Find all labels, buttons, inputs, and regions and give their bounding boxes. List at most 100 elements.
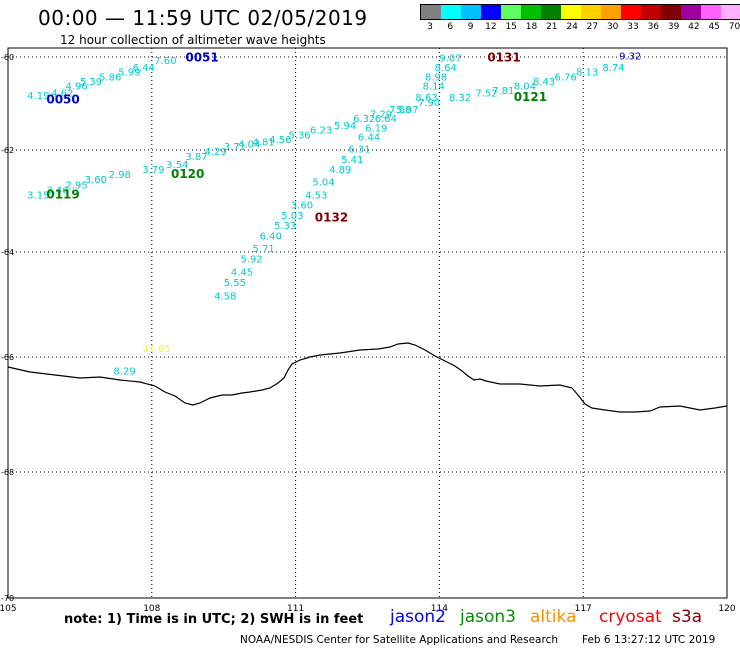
wave-height-label: 8.43: [533, 77, 555, 88]
wave-height-label: 8.14: [423, 82, 445, 93]
wave-height-label: 5.36: [288, 130, 310, 141]
lat-tick-label: -62: [1, 146, 14, 155]
wave-height-label: 5.94: [334, 121, 356, 132]
color-swatch: [621, 5, 641, 19]
color-swatch: [581, 5, 601, 19]
wave-height-label: 8.64: [435, 63, 457, 74]
color-swatch: [701, 5, 721, 19]
wave-height-label: 6.44: [358, 133, 380, 144]
color-scale-label: 42: [688, 22, 700, 32]
wave-height-label: 2.95: [66, 180, 88, 191]
pass-time-label: 0050: [46, 93, 79, 107]
antarctic-coastline: [7, 342, 728, 413]
wave-height-label: 8.32: [449, 93, 471, 104]
color-scale-label: 12: [485, 22, 497, 32]
wave-height-label: 6.31: [348, 145, 370, 156]
color-swatch: [721, 5, 740, 19]
wave-height-label: 4.58: [214, 291, 236, 302]
satellite-legend-item: s3a: [672, 607, 703, 627]
map-subtitle: 12 hour collection of altimeter wave hei…: [60, 33, 326, 47]
wave-height-label: 6.32: [353, 114, 375, 125]
color-swatch: [561, 5, 581, 19]
wave-height-label: 7.52: [475, 89, 497, 100]
wave-height-label: 5.92: [240, 255, 262, 266]
wave-height-label: 8.04: [514, 82, 536, 93]
pass-time-label: 0051: [185, 51, 218, 65]
color-scale-label: 33: [627, 22, 639, 32]
satellite-legend-item: jason3: [460, 607, 516, 627]
color-scale-label: 30: [606, 22, 619, 32]
wave-height-label: 4.45: [231, 268, 253, 279]
wave-height-label: 5.39: [80, 77, 102, 88]
wave-height-label: 5.04: [312, 178, 334, 189]
wave-height-label: 2.98: [109, 170, 131, 181]
wave-height-label: 3.60: [291, 201, 313, 212]
map-frame: [7, 47, 728, 599]
wave-height-label: 7.60: [154, 56, 176, 67]
color-swatch: [601, 5, 621, 19]
color-scale-label: 39: [667, 22, 680, 32]
wave-height-label: 4.56: [269, 135, 291, 146]
wave-height-label: 3.46: [46, 185, 68, 196]
wave-height-label: 4.89: [329, 165, 351, 176]
wave-height-label: 6.23: [310, 126, 332, 137]
color-swatch: [481, 5, 501, 19]
wave-height-label: 4.81: [252, 137, 274, 148]
lon-tick-label: 117: [575, 604, 592, 614]
color-scale-label: 45: [708, 22, 720, 32]
lat-tick-label: -70: [1, 594, 14, 603]
wave-height-label: 6.40: [260, 231, 282, 242]
wave-height-label: 4.53: [305, 190, 327, 201]
wave-height-label: 3.79: [142, 165, 164, 176]
footnote: note: 1) Time is in UTC; 2) SWH is in fe…: [64, 612, 364, 627]
wave-height-label: 3.15: [27, 190, 49, 201]
wave-height-label: 7.68: [389, 105, 411, 116]
wave-height-label: 3.60: [85, 175, 107, 186]
wave-height-label: 4.29: [205, 147, 227, 158]
color-swatch: [441, 5, 461, 19]
lat-tick-label: -60: [1, 53, 14, 62]
pass-time-label: 0119: [46, 187, 79, 201]
wave-height-label: 4.96: [66, 82, 88, 93]
wave-height-label: 8.13: [576, 68, 598, 79]
wave-height-label: 9.32: [619, 51, 641, 62]
color-swatch: [541, 5, 561, 19]
color-scale-label: 36: [647, 22, 660, 32]
wave-height-label: 5.97: [396, 105, 418, 116]
wave-height-label: 9.07: [439, 54, 461, 65]
lon-tick-label: 108: [143, 604, 160, 614]
lat-tick-label: -66: [1, 353, 14, 362]
wave-height-label: 5.03: [281, 211, 303, 222]
wave-height-label: 6.76: [554, 72, 576, 83]
color-scale-label: 27: [586, 22, 599, 32]
wave-height-label: 5.99: [118, 68, 140, 79]
lon-tick-label: 120: [718, 604, 735, 614]
wave-height-label: 6.19: [365, 123, 387, 134]
pass-time-label: 0132: [315, 210, 348, 224]
lon-tick-label: 114: [431, 604, 448, 614]
color-scale-label: 15: [505, 22, 517, 32]
pass-time-label: 0120: [171, 167, 204, 181]
wave-height-label: 8.98: [425, 72, 447, 83]
generation-timestamp: Feb 6 13:27:12 UTC 2019: [582, 634, 716, 646]
color-swatch: [521, 5, 541, 19]
wave-height-label: 5.71: [252, 244, 274, 255]
color-scale-label: 9: [467, 22, 474, 32]
color-scale-label: 21: [546, 22, 558, 32]
wave-height-label: 3.87: [185, 152, 207, 163]
wave-height-label: 8.29: [113, 366, 135, 377]
color-swatch: [641, 5, 661, 19]
color-swatch: [681, 5, 701, 19]
pass-time-label: 0131: [487, 51, 520, 65]
wave-height-label: 5.41: [341, 155, 363, 166]
wave-height-label: 21.65: [142, 344, 171, 355]
wave-height-label: 3.71: [224, 142, 246, 153]
color-swatch: [461, 5, 481, 19]
wave-height-label: 6.64: [375, 114, 397, 125]
credit-line: NOAA/NESDIS Center for Satellite Applica…: [240, 634, 558, 646]
color-scale-label: 24: [566, 22, 578, 32]
color-swatch: [421, 5, 441, 19]
satellite-legend-item: cryosat: [599, 607, 662, 627]
